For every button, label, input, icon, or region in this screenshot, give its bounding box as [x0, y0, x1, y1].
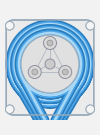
Circle shape — [32, 69, 38, 75]
Circle shape — [6, 105, 14, 114]
Circle shape — [86, 105, 94, 114]
Circle shape — [6, 21, 14, 30]
Circle shape — [44, 36, 56, 50]
Circle shape — [6, 105, 14, 114]
Circle shape — [28, 65, 41, 78]
Circle shape — [6, 21, 14, 30]
Circle shape — [45, 59, 55, 69]
Circle shape — [47, 40, 53, 46]
Circle shape — [86, 21, 94, 30]
Circle shape — [62, 69, 68, 75]
Circle shape — [86, 21, 94, 30]
FancyBboxPatch shape — [6, 20, 94, 115]
Circle shape — [86, 105, 94, 114]
Circle shape — [59, 65, 72, 78]
Circle shape — [21, 35, 79, 93]
